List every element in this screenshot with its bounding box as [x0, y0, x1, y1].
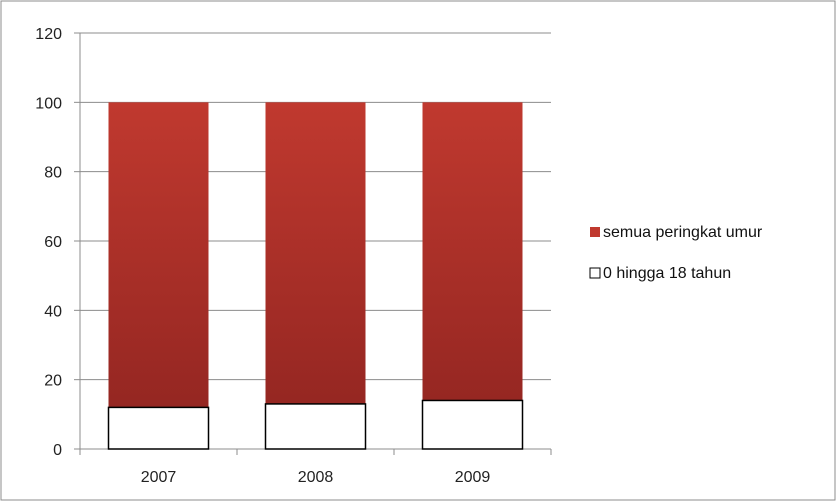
x-tick-label: 2008 [298, 469, 334, 486]
x-tick-labels: 2007 2008 2009 [141, 469, 491, 486]
bar-0-hingga-18-tahun [421, 399, 524, 450]
y-tick-label: 120 [35, 26, 62, 43]
x-tick-label: 2007 [141, 469, 177, 486]
y-tick-label: 80 [44, 165, 62, 182]
legend-swatch-semua-peringkat-umur [590, 227, 600, 237]
bar-semua-peringkat-umur [108, 102, 209, 449]
bar-0-hingga-18-tahun [264, 403, 367, 450]
y-tick-label: 0 [53, 442, 62, 459]
legend-label: 0 hingga 18 tahun [603, 265, 731, 282]
legend-label: semua peringkat umur [603, 224, 763, 241]
legend: semua peringkat umur 0 hingga 18 tahun [589, 224, 763, 282]
y-tick-labels: 0 20 40 60 80 100 120 [35, 26, 62, 459]
bars [107, 102, 524, 450]
y-tick-label: 60 [44, 234, 62, 251]
bar-0-hingga-18-tahun [107, 406, 210, 450]
y-tick-label: 20 [44, 373, 62, 390]
bar-semua-peringkat-umur [265, 102, 366, 449]
x-tick-label: 2009 [455, 469, 491, 486]
legend-swatch-0-hingga-18-tahun [589, 267, 601, 279]
y-tick-label: 100 [35, 95, 62, 112]
y-tick-label: 40 [44, 303, 62, 320]
bar-semua-peringkat-umur [422, 102, 523, 449]
